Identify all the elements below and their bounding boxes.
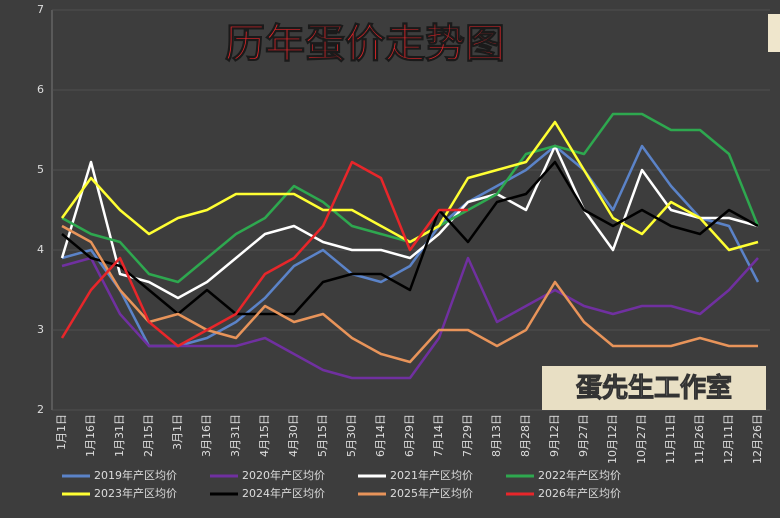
legend-label: 2024年产区均价 bbox=[242, 486, 325, 500]
y-tick-label: 5 bbox=[37, 163, 44, 176]
x-tick-label: 12月11日 bbox=[722, 414, 735, 464]
x-tick-label: 10月12日 bbox=[606, 414, 619, 464]
x-tick-label: 2月15日 bbox=[142, 414, 155, 457]
x-tick-label: 5月30日 bbox=[345, 414, 358, 457]
x-tick-label: 4月15日 bbox=[258, 414, 271, 457]
x-tick-label: 7月29日 bbox=[461, 414, 474, 457]
legend-label: 2025年产区均价 bbox=[390, 486, 473, 500]
x-tick-label: 10月27日 bbox=[635, 414, 648, 464]
x-tick-label: 11月26日 bbox=[693, 414, 706, 464]
chart-title: 历年蛋价走势图 bbox=[225, 21, 505, 67]
x-tick-label: 3月16日 bbox=[200, 414, 213, 457]
corner-panel bbox=[768, 14, 780, 52]
line-series bbox=[60, 120, 759, 252]
legend-label: 2022年产区均价 bbox=[538, 468, 621, 482]
x-tick-label: 6月14日 bbox=[374, 414, 387, 457]
x-tick-label: 9月27日 bbox=[577, 414, 590, 457]
y-tick-label: 4 bbox=[37, 243, 44, 256]
y-tick-label: 6 bbox=[37, 83, 44, 96]
x-tick-label: 8月13日 bbox=[490, 414, 503, 457]
x-tick-label: 12月26日 bbox=[751, 414, 764, 464]
y-tick-label: 3 bbox=[37, 323, 44, 336]
watermark: 蛋先生工作室 bbox=[576, 373, 732, 404]
x-tick-label: 3月1日 bbox=[171, 414, 184, 450]
x-tick-label: 1月1日 bbox=[55, 414, 68, 450]
y-tick-label: 2 bbox=[37, 403, 44, 416]
x-tick-label: 11月11日 bbox=[664, 414, 677, 464]
x-tick-label: 4月30日 bbox=[287, 414, 300, 457]
legend-label: 2019年产区均价 bbox=[94, 468, 177, 482]
line-series bbox=[60, 160, 468, 348]
x-tick-label: 9月12日 bbox=[548, 414, 561, 457]
legend-label: 2020年产区均价 bbox=[242, 468, 325, 482]
x-tick-label: 1月31日 bbox=[113, 414, 126, 457]
x-tick-label: 5月15日 bbox=[316, 414, 329, 457]
x-tick-label: 6月29日 bbox=[403, 414, 416, 457]
line-series bbox=[60, 144, 759, 300]
x-tick-label: 7月14日 bbox=[432, 414, 445, 457]
y-tick-label: 7 bbox=[37, 3, 44, 16]
watermark-box bbox=[542, 366, 766, 410]
line-series bbox=[61, 224, 758, 364]
x-tick-label: 1月16日 bbox=[84, 414, 97, 457]
x-tick-label: 3月31日 bbox=[229, 414, 242, 457]
legend-label: 2026年产区均价 bbox=[538, 486, 621, 500]
x-tick-label: 8月28日 bbox=[519, 414, 532, 457]
legend-label: 2023年产区均价 bbox=[94, 486, 177, 500]
legend-label: 2021年产区均价 bbox=[390, 468, 473, 482]
